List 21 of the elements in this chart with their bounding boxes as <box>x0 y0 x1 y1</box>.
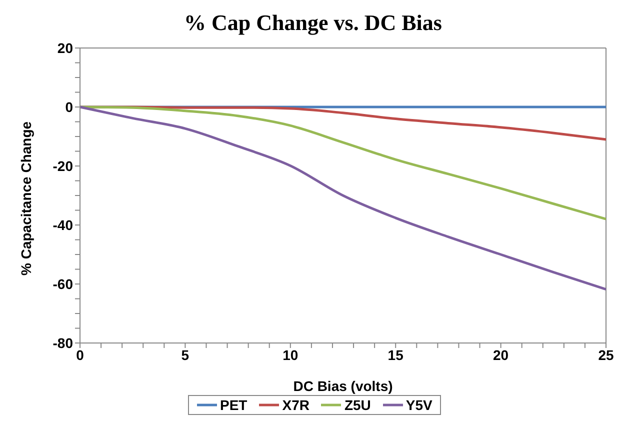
x-tick-label: 25 <box>598 346 614 363</box>
x-tick-label: 0 <box>76 346 84 363</box>
legend-label: X7R <box>282 397 310 413</box>
x-axis-title: DC Bias (volts) <box>293 378 393 394</box>
chart-title: % Cap Change vs. DC Bias <box>183 9 443 37</box>
legend-label: Z5U <box>344 397 371 413</box>
y-tick-label: 20 <box>57 40 74 56</box>
x-tick-label: 20 <box>493 346 509 363</box>
x-tick-label: 15 <box>388 346 404 363</box>
y-tick-label: -80 <box>52 334 74 351</box>
x-tick-label: 5 <box>181 346 190 363</box>
legend-label: Y5V <box>406 397 432 413</box>
x-tick-label: 10 <box>282 346 298 363</box>
y-tick-label: -20 <box>52 158 74 174</box>
legend-label: PET <box>220 397 248 413</box>
y-tick-label: -40 <box>52 216 74 233</box>
y-tick-label: -60 <box>52 276 74 292</box>
y-tick-label: 0 <box>65 98 74 115</box>
y-axis-title: % Capacitance Change <box>18 121 34 276</box>
line-series <box>80 106 606 291</box>
line-series <box>80 106 606 220</box>
